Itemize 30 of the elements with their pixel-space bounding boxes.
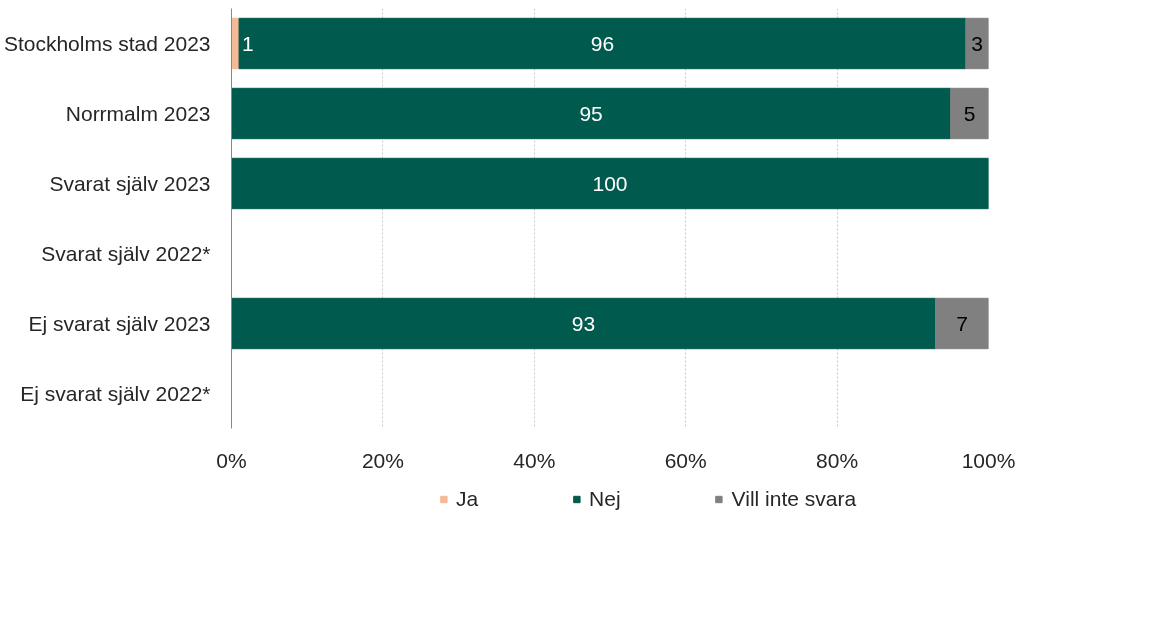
legend-label: Nej bbox=[589, 487, 621, 511]
data-label: 96 bbox=[590, 31, 615, 55]
y-tick-label: Svarat själv 2023 bbox=[49, 172, 211, 195]
x-tick-label: 60% bbox=[664, 448, 707, 472]
data-label: 1 bbox=[242, 31, 254, 55]
y-tick-label: Ej svarat själv 2022* bbox=[20, 382, 211, 405]
x-tick-label: 80% bbox=[816, 448, 859, 472]
x-tick-label: 0% bbox=[216, 448, 247, 472]
bar bbox=[950, 87, 989, 140]
bar bbox=[231, 157, 989, 210]
y-tick-label: Norrmalm 2023 bbox=[65, 102, 211, 125]
bar bbox=[231, 297, 937, 350]
y-tick-label: Ej svarat själv 2023 bbox=[28, 312, 211, 335]
bar bbox=[231, 87, 952, 140]
data-label: 5 bbox=[963, 101, 976, 125]
y-tick-label: Svarat själv 2022* bbox=[41, 242, 211, 265]
bar bbox=[238, 17, 967, 70]
y-tick-label: Stockholms stad 2023 bbox=[3, 32, 211, 55]
data-label: 3 bbox=[971, 31, 983, 55]
x-tick-label: 20% bbox=[361, 448, 404, 472]
data-label: 7 bbox=[956, 311, 968, 335]
legend-label: Vill inte svara bbox=[731, 487, 857, 511]
bar bbox=[965, 17, 989, 70]
data-label: 100 bbox=[592, 171, 628, 195]
bar bbox=[935, 297, 989, 350]
legend-label: Ja bbox=[455, 487, 479, 511]
x-tick-label: 40% bbox=[513, 448, 556, 472]
data-label: 95 bbox=[579, 101, 603, 125]
data-label: 93 bbox=[571, 311, 596, 335]
x-tick-label: 100% bbox=[961, 448, 1016, 472]
